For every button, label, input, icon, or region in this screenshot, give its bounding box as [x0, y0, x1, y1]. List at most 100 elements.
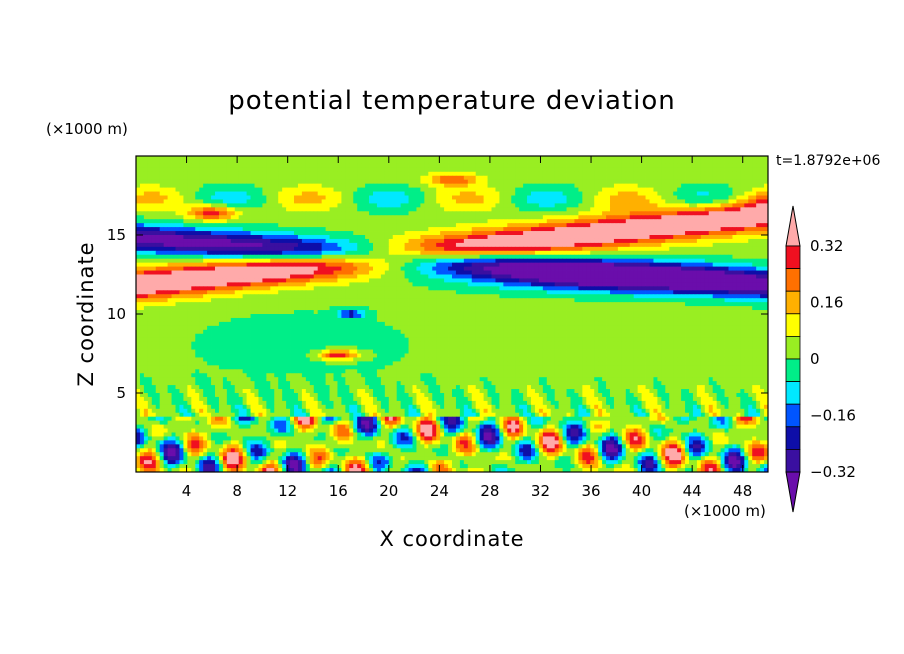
contour-cell: [704, 175, 710, 181]
contour-cell: [463, 223, 469, 228]
contour-cell: [752, 167, 757, 173]
contour-cell: [380, 171, 386, 177]
contour-cell: [175, 278, 180, 283]
contour-cell: [764, 199, 768, 204]
contour-cell: [369, 215, 374, 220]
contour-cell: [704, 195, 710, 200]
contour-cell: [507, 171, 512, 177]
contour-cell: [657, 175, 662, 181]
contour-cell: [278, 171, 283, 177]
contour-cell: [270, 171, 275, 177]
contour-cell: [487, 254, 492, 260]
contour-cell: [424, 254, 429, 260]
contour-cell: [586, 235, 591, 240]
contour-cell: [388, 274, 394, 279]
contour-cell: [467, 215, 473, 220]
contour-cell: [440, 195, 445, 200]
contour-cell: [641, 235, 646, 240]
contour-cell: [420, 171, 425, 177]
contour-cell: [724, 270, 729, 275]
contour-cell: [384, 258, 390, 264]
contour-cell: [602, 183, 607, 188]
contour-cell: [234, 227, 240, 232]
contour-cell: [246, 167, 251, 173]
contour-cell: [491, 246, 496, 252]
contour-cell: [653, 171, 658, 177]
contour-cell: [139, 179, 145, 185]
contour-cell: [191, 159, 196, 165]
contour-cell: [136, 227, 141, 232]
contour-cell: [242, 231, 247, 236]
contour-cell: [613, 219, 619, 224]
contour-cell: [270, 266, 275, 271]
contour-cell: [542, 171, 548, 177]
contour-cell: [392, 246, 398, 252]
contour-cell: [396, 159, 402, 165]
contour-cell: [732, 175, 737, 181]
contour-cell: [373, 163, 378, 169]
contour-cell: [183, 191, 188, 196]
contour-cell: [728, 171, 733, 177]
contour-cell: [602, 199, 607, 204]
contour-cell: [740, 266, 745, 271]
contour-cell: [756, 163, 761, 169]
contour-cell: [661, 207, 666, 212]
contour-cell: [586, 187, 591, 192]
contour-cell: [317, 171, 323, 177]
contour-cell: [452, 211, 457, 216]
contour-cell: [637, 199, 642, 204]
contour-cell: [538, 258, 544, 264]
contour-cell: [578, 207, 583, 212]
contour-cell: [151, 250, 157, 256]
contour-cell: [163, 187, 168, 192]
contour-cell: [471, 195, 477, 200]
contour-cell: [653, 242, 658, 248]
contour-cell: [211, 203, 216, 208]
contour-cell: [594, 242, 599, 248]
contour-cell: [238, 219, 244, 224]
contour-cell: [341, 231, 346, 236]
contour-cell: [440, 167, 445, 173]
contour-cell: [598, 203, 603, 208]
contour-cell: [187, 167, 192, 173]
contour-cell: [136, 274, 141, 279]
contour-cell: [325, 223, 330, 228]
contour-cell: [345, 179, 350, 185]
contour-cell: [487, 258, 492, 264]
contour-cell: [412, 163, 417, 169]
contour-cell: [716, 167, 721, 173]
contour-cell: [716, 203, 721, 208]
contour-cell: [649, 219, 654, 224]
contour-cell: [503, 187, 508, 192]
contour-cell: [258, 159, 263, 165]
contour-cell: [203, 191, 208, 196]
contour-cell: [203, 167, 208, 173]
contour-cell: [629, 163, 635, 169]
contour-cell: [436, 211, 441, 216]
contour-cell: [345, 167, 350, 173]
contour-cell: [471, 254, 477, 260]
contour-cell: [238, 227, 244, 232]
contour-cell: [242, 250, 247, 256]
contour-cell: [542, 159, 548, 165]
contour-cell: [542, 211, 548, 216]
contour-cell: [637, 262, 642, 267]
contour-cell: [341, 219, 346, 224]
contour-cell: [317, 262, 323, 267]
contour-cell: [384, 219, 390, 224]
contour-cell: [408, 235, 413, 240]
contour-cell: [333, 207, 338, 212]
contour-cell: [681, 211, 686, 216]
contour-cell: [309, 171, 315, 177]
contour-cell: [629, 211, 635, 216]
contour-cell: [404, 179, 409, 185]
contour-cell: [211, 171, 216, 177]
contour-cell: [629, 219, 635, 224]
contour-cell: [665, 179, 670, 185]
contour-cell: [669, 231, 674, 236]
contour-cell: [728, 183, 733, 188]
contour-cell: [333, 203, 338, 208]
contour-cell: [736, 266, 741, 271]
contour-cell: [467, 274, 473, 279]
contour-cell: [250, 266, 255, 271]
